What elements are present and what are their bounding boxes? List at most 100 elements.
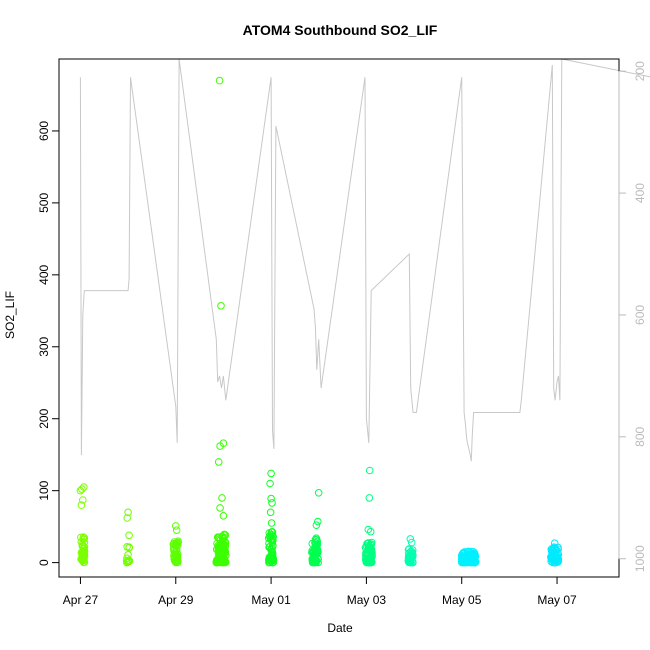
data-point bbox=[314, 517, 322, 526]
data-point bbox=[268, 499, 276, 507]
series-may-01 bbox=[264, 469, 278, 567]
right-tick-label: 400 bbox=[633, 183, 647, 203]
data-point bbox=[268, 549, 277, 557]
data-point bbox=[172, 522, 180, 530]
y-tick-label: 500 bbox=[37, 193, 51, 213]
data-point bbox=[308, 548, 316, 557]
y-axis: 0 100 200 300 400 500 600 bbox=[37, 121, 60, 566]
data-point bbox=[407, 538, 416, 547]
data-point bbox=[363, 539, 371, 548]
data-point bbox=[212, 545, 221, 554]
y-tick-label: 600 bbox=[37, 121, 51, 141]
data-point bbox=[214, 458, 223, 466]
data-point bbox=[548, 545, 556, 553]
data-point bbox=[405, 558, 414, 566]
data-point bbox=[267, 469, 275, 478]
data-point bbox=[218, 539, 226, 548]
data-point bbox=[79, 553, 87, 562]
data-point bbox=[365, 466, 374, 475]
data-point bbox=[125, 543, 133, 552]
data-point bbox=[366, 527, 375, 536]
x-tick-label: May 07 bbox=[537, 593, 577, 607]
data-point bbox=[550, 539, 559, 548]
altitude-trace bbox=[79, 58, 650, 462]
data-point bbox=[174, 537, 182, 546]
data-point bbox=[407, 552, 416, 561]
x-tick-label: May 01 bbox=[251, 593, 291, 607]
data-point bbox=[172, 526, 181, 535]
data-point bbox=[124, 508, 132, 517]
data-point bbox=[459, 557, 467, 566]
series-apr-27 bbox=[76, 483, 89, 567]
data-point bbox=[80, 544, 88, 553]
data-point bbox=[218, 494, 226, 502]
data-point bbox=[219, 512, 228, 520]
x-tick-label: May 03 bbox=[347, 593, 387, 607]
data-point bbox=[406, 535, 415, 543]
data-point bbox=[80, 483, 88, 491]
data-point bbox=[78, 552, 86, 561]
data-point bbox=[267, 494, 275, 503]
data-point bbox=[215, 76, 224, 85]
data-point bbox=[548, 555, 556, 563]
data-point bbox=[365, 494, 374, 502]
data-point bbox=[460, 548, 469, 556]
data-point bbox=[217, 302, 225, 310]
data-point bbox=[125, 531, 133, 540]
data-point bbox=[79, 543, 87, 551]
altitude-line bbox=[79, 58, 650, 462]
right-tick-label: 200 bbox=[633, 61, 647, 81]
data-point bbox=[268, 534, 277, 543]
data-point bbox=[367, 554, 375, 562]
data-point bbox=[215, 533, 223, 542]
data-point bbox=[312, 536, 321, 544]
data-point bbox=[314, 489, 323, 497]
data-points bbox=[76, 76, 563, 567]
right-tick-label: 1000 bbox=[633, 545, 647, 572]
series-apr-29 bbox=[169, 522, 182, 567]
series-may-06 bbox=[457, 547, 480, 567]
data-point bbox=[367, 558, 375, 567]
data-point bbox=[220, 544, 228, 552]
y-tick-label: 200 bbox=[37, 408, 51, 428]
series-may-03 bbox=[361, 466, 376, 567]
x-tick-label: Apr 27 bbox=[63, 593, 99, 607]
series-may-02 bbox=[308, 489, 323, 567]
series-may-04 bbox=[404, 535, 417, 567]
data-point bbox=[266, 479, 274, 488]
data-point bbox=[265, 555, 273, 564]
data-point bbox=[79, 496, 87, 504]
data-point bbox=[404, 545, 413, 554]
data-point bbox=[466, 553, 475, 561]
data-point bbox=[219, 439, 228, 448]
y-tick-label: 300 bbox=[37, 336, 51, 356]
data-point bbox=[220, 558, 228, 566]
data-point bbox=[123, 558, 131, 567]
data-point bbox=[80, 535, 88, 544]
series-apr-30 bbox=[212, 76, 230, 567]
right-tick-label: 800 bbox=[633, 427, 647, 447]
x-tick-label: May 05 bbox=[442, 593, 482, 607]
data-point bbox=[124, 557, 133, 565]
y-tick-label: 100 bbox=[37, 480, 51, 500]
data-point bbox=[80, 552, 89, 560]
right-tick-label: 600 bbox=[633, 305, 647, 325]
data-point bbox=[267, 519, 276, 527]
data-point bbox=[172, 551, 181, 559]
data-point bbox=[77, 537, 86, 546]
data-point bbox=[409, 558, 417, 567]
data-point bbox=[364, 525, 373, 534]
data-point bbox=[468, 558, 477, 567]
y-axis-label: SO2_LIF bbox=[3, 291, 17, 339]
data-point bbox=[311, 547, 320, 555]
data-point bbox=[366, 546, 375, 554]
x-axis-label: Date bbox=[327, 621, 353, 635]
data-point bbox=[221, 549, 229, 557]
chart-title: ATOM4 Southbound SO2_LIF bbox=[243, 22, 438, 38]
data-point bbox=[123, 514, 131, 522]
plot-frame bbox=[58, 58, 620, 578]
y-tick-label: 400 bbox=[37, 265, 51, 285]
data-point bbox=[266, 508, 275, 517]
y-tick-label: 0 bbox=[37, 559, 51, 566]
